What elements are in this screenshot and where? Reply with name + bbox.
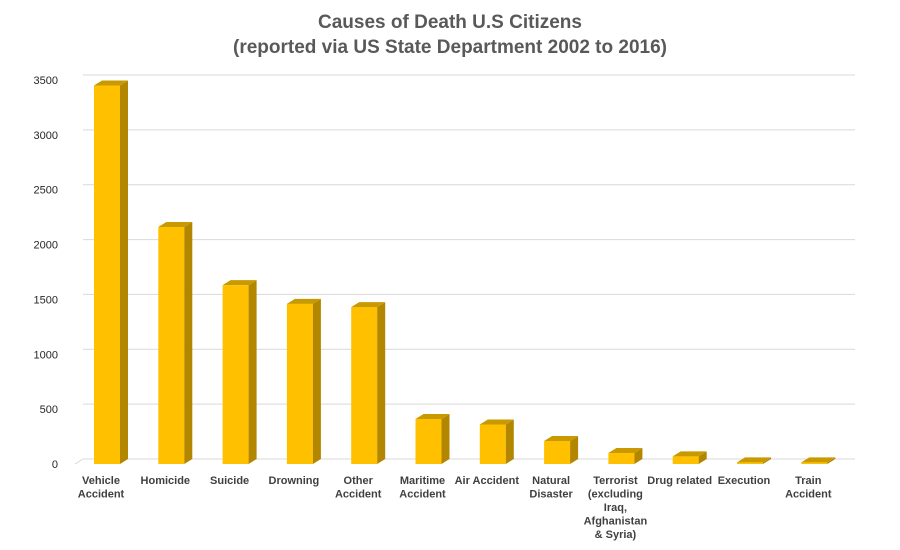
bar-side [312, 298, 321, 464]
bar-side [505, 419, 514, 464]
chart-title: Causes of Death U.S Citizens (reported v… [0, 10, 900, 60]
y-tick-label: 500 [40, 404, 58, 416]
bar [158, 222, 193, 464]
y-tick-label: 3000 [34, 130, 58, 142]
bar-side [570, 435, 579, 464]
x-category-label: Other Accident [335, 475, 382, 501]
bar-front [737, 462, 763, 464]
bar [608, 448, 643, 464]
bar-front [222, 285, 249, 464]
x-category-label: Natural Disaster [529, 475, 573, 501]
bar-top [608, 448, 643, 454]
bar-side [827, 457, 836, 464]
x-category-label: Suicide [210, 475, 249, 487]
y-tick-label: 3500 [34, 75, 58, 87]
bar [351, 302, 386, 464]
bar [479, 419, 514, 464]
x-category-label: Vehicle Accident [78, 475, 125, 501]
x-category-label: Air Accident [455, 475, 520, 487]
bar-side [698, 451, 707, 464]
bar-front [672, 456, 699, 464]
bar-top [544, 435, 579, 441]
x-category-label: Execution [718, 475, 771, 487]
chart-title-line: Causes of Death U.S Citizens [318, 12, 582, 33]
bar-top [479, 419, 514, 425]
bar-front [479, 424, 506, 464]
bar-side [377, 302, 386, 464]
bar-side [763, 457, 771, 464]
bar [415, 414, 450, 464]
bar-front [608, 453, 635, 464]
y-tick-label: 2000 [34, 240, 58, 252]
chart-subtitle-line: (reported via US State Department 2002 t… [233, 37, 667, 58]
bar [222, 280, 257, 464]
bar-top [672, 451, 707, 457]
x-category-label: Train Accident [785, 475, 832, 501]
bar-front [544, 440, 571, 464]
bar-front [158, 227, 185, 464]
bar [94, 80, 128, 464]
y-tick-label: 0 [52, 459, 58, 471]
y-tick-label: 1000 [34, 349, 58, 361]
x-category-label: Terrorist (excluding Iraq, Afghanistan & Syr… [584, 475, 648, 541]
bar-top [222, 280, 257, 286]
bar-side [184, 222, 193, 464]
chart-floor [74, 458, 855, 465]
x-category-label: Maritime Accident [399, 475, 446, 501]
bar [801, 457, 836, 464]
y-tick-label: 2500 [34, 185, 58, 197]
bar-side [248, 280, 257, 464]
bar-side [120, 80, 128, 464]
bar-front [286, 303, 313, 464]
bar-front [801, 462, 828, 464]
bar-front [351, 307, 378, 464]
x-category-label: Drowning [269, 475, 320, 487]
bar-top [158, 222, 193, 228]
bar-top [737, 457, 771, 463]
bar [672, 451, 707, 464]
bar [286, 298, 321, 464]
bar-top [415, 414, 450, 420]
bar-top [801, 457, 836, 463]
bar-top [351, 302, 386, 308]
bar [737, 457, 771, 464]
y-tick-label: 1500 [34, 294, 58, 306]
bar-top [94, 80, 128, 86]
bar [544, 435, 579, 464]
bar-side [441, 414, 450, 464]
bar-top [286, 298, 321, 304]
bar-front [415, 419, 442, 464]
bar-front [94, 85, 120, 464]
bar-side [634, 448, 643, 464]
x-category-label: Drug related [647, 475, 712, 487]
x-category-label: Homicide [141, 475, 191, 487]
